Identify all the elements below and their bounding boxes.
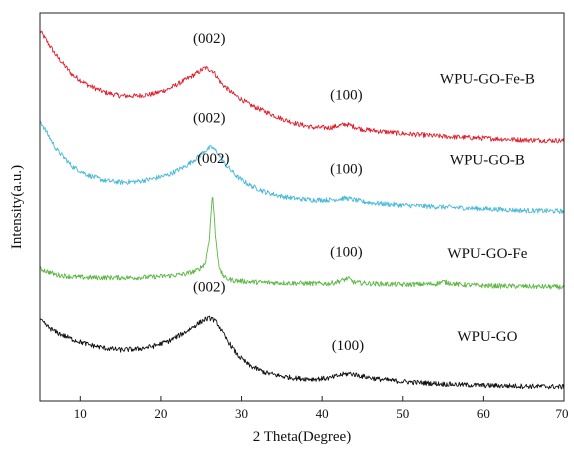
peak-label-wpu-go: (100) [332, 338, 365, 354]
series-name-label-wpu-go-b: WPU-GO-B [450, 153, 525, 169]
x-tick-label: 50 [396, 406, 409, 421]
x-tick-label: 70 [556, 406, 569, 421]
annotation-layer: (002) (100) (002) (100) (002) (100) (002) (100)… [193, 31, 535, 354]
y-axis-label: Intensity(a.u.) [9, 165, 25, 249]
series-line-wpu-go-fe [39, 197, 565, 290]
series-layer [39, 29, 565, 390]
peak-label-wpu-go: (002) [193, 280, 226, 296]
plot-frame [39, 12, 565, 402]
x-tick-label: 60 [477, 406, 490, 421]
series-line-wpu-go [39, 315, 565, 390]
series-line-wpu-go-b [39, 120, 565, 214]
peak-label-wpu-go-b: (100) [330, 161, 363, 177]
series-name-label-wpu-go-fe-b: WPU-GO-Fe-B [440, 72, 535, 88]
x-tick-label: 40 [316, 406, 329, 421]
peak-label-wpu-go-fe-b: (002) [193, 31, 226, 47]
series-line-wpu-go-fe-b [39, 29, 565, 144]
x-tick-label: 10 [74, 406, 87, 421]
peak-label-wpu-go-b: (002) [193, 110, 226, 126]
x-tick-label: 30 [235, 406, 248, 421]
peak-label-wpu-go-fe-b: (100) [330, 87, 363, 103]
x-axis: 10 20 30 40 50 60 70 [74, 396, 569, 421]
x-tick-label: 20 [154, 406, 167, 421]
series-name-label-wpu-go-fe: WPU-GO-Fe [447, 246, 527, 262]
peak-label-wpu-go-fe: (002) [197, 151, 230, 167]
series-name-label-wpu-go: WPU-GO [457, 329, 517, 345]
x-axis-label: 2 Theta(Degree) [253, 429, 351, 445]
peak-label-wpu-go-fe: (100) [330, 244, 363, 260]
